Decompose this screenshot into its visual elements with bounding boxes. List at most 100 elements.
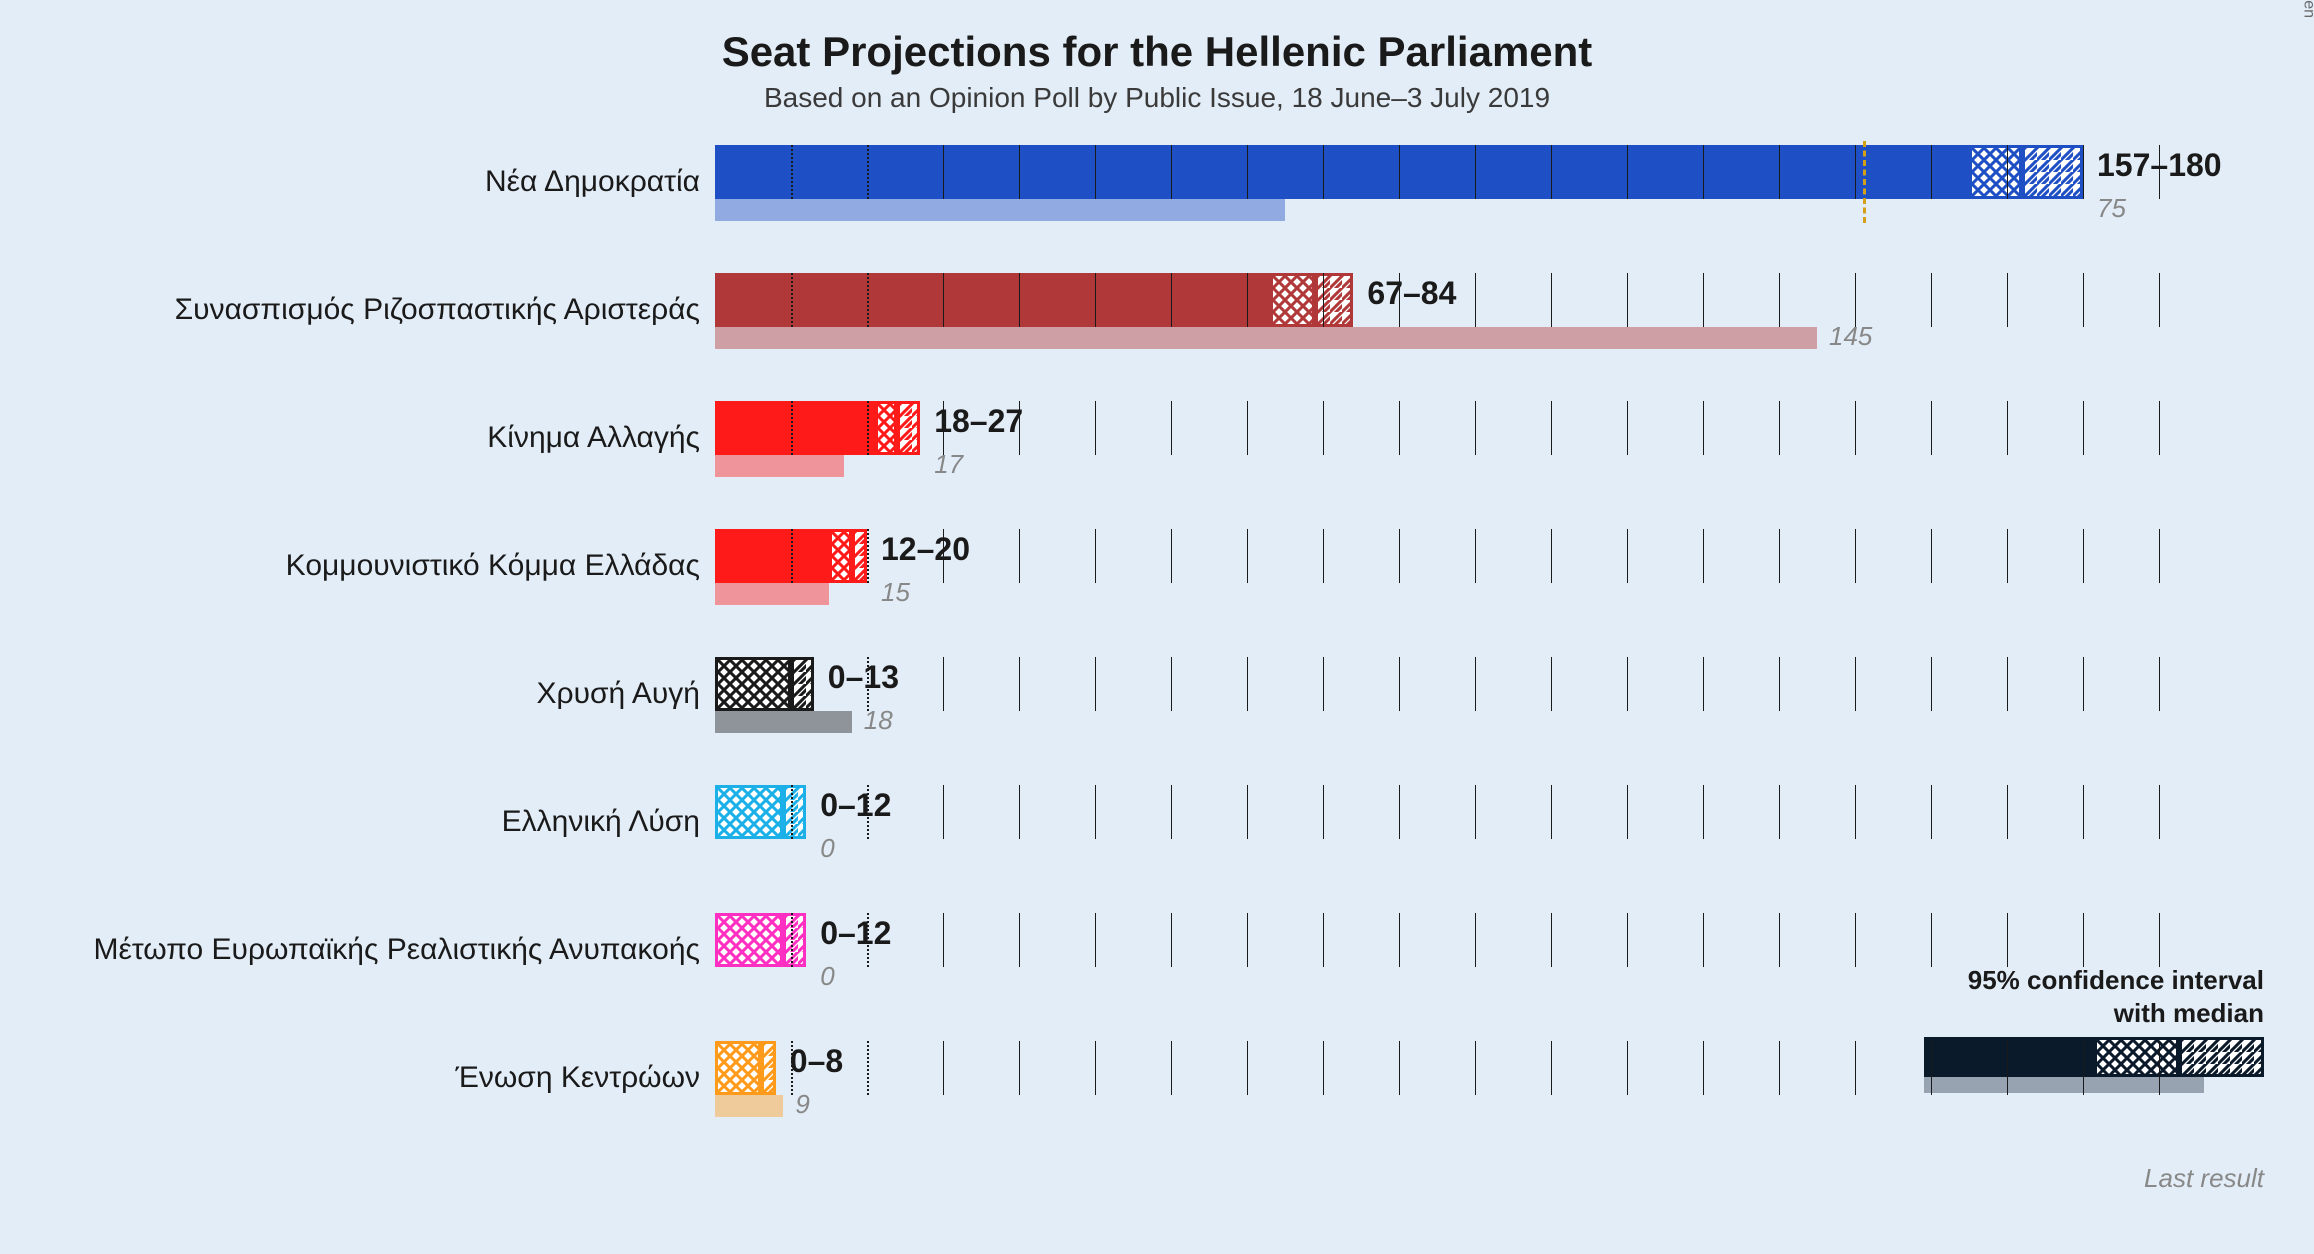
gridline xyxy=(2159,913,2160,967)
gridline xyxy=(1627,401,1628,455)
last-result-label: 75 xyxy=(2097,193,2126,224)
gridline xyxy=(1703,657,1704,711)
gridline xyxy=(1931,1041,1932,1095)
gridline xyxy=(1551,145,1552,199)
bar-last-result xyxy=(715,1095,783,1117)
gridline xyxy=(1551,273,1552,327)
gridline xyxy=(1019,145,1020,199)
gridline xyxy=(1855,273,1856,327)
last-result-label: 9 xyxy=(795,1089,809,1120)
gridline xyxy=(867,401,869,455)
gridline xyxy=(1703,529,1704,583)
gridline xyxy=(1019,401,1020,455)
gridline xyxy=(867,273,869,327)
legend-bar-high xyxy=(2179,1037,2264,1077)
gridline xyxy=(1627,529,1628,583)
party-label: Κίνημα Αλλαγής xyxy=(487,421,700,455)
gridline xyxy=(2007,785,2008,839)
gridline xyxy=(1627,785,1628,839)
gridline xyxy=(1779,273,1780,327)
gridline xyxy=(1171,529,1172,583)
gridline xyxy=(1703,273,1704,327)
legend-last-label: Last result xyxy=(1924,1163,2264,1194)
gridline xyxy=(1095,1041,1096,1095)
gridline xyxy=(1399,913,1400,967)
gridline xyxy=(943,145,944,199)
gridline xyxy=(1019,657,1020,711)
gridline xyxy=(867,785,869,839)
gridline xyxy=(1247,913,1248,967)
gridline xyxy=(1399,1041,1400,1095)
gridline xyxy=(1627,913,1628,967)
gridline xyxy=(1551,529,1552,583)
gridline xyxy=(1703,785,1704,839)
gridline xyxy=(1095,785,1096,839)
gridline xyxy=(943,273,944,327)
chart-title: Seat Projections for the Hellenic Parlia… xyxy=(0,0,2314,76)
gridline xyxy=(1019,529,1020,583)
gridline xyxy=(1399,145,1400,199)
gridline xyxy=(1323,401,1324,455)
gridline xyxy=(1171,913,1172,967)
range-label: 0–8 xyxy=(790,1043,843,1080)
gridline xyxy=(1779,1041,1780,1095)
gridline xyxy=(2007,529,2008,583)
gridline xyxy=(2159,785,2160,839)
gridline xyxy=(1931,785,1932,839)
party-row: Χρυσή Αυγή0–1318 xyxy=(0,647,2314,767)
gridline xyxy=(2083,785,2084,839)
gridline xyxy=(1779,785,1780,839)
bar-median xyxy=(715,401,875,455)
gridline xyxy=(791,785,793,839)
gridline xyxy=(943,529,944,583)
gridline xyxy=(1399,785,1400,839)
gridline xyxy=(2083,1041,2084,1095)
gridline xyxy=(1247,529,1248,583)
gridline xyxy=(791,529,793,583)
gridline xyxy=(943,401,944,455)
gridline xyxy=(1475,785,1476,839)
bar-last-result xyxy=(715,455,844,477)
gridline xyxy=(1931,273,1932,327)
gridline xyxy=(1171,785,1172,839)
gridline xyxy=(1855,785,1856,839)
gridline xyxy=(1019,785,1020,839)
gridline xyxy=(1247,401,1248,455)
gridline xyxy=(1171,657,1172,711)
gridline xyxy=(1779,145,1780,199)
legend-bar-median xyxy=(1924,1037,2094,1077)
gridline xyxy=(1019,913,1020,967)
gridline xyxy=(1171,145,1172,199)
gridline xyxy=(1855,401,1856,455)
gridline xyxy=(791,273,793,327)
bar-q3 xyxy=(715,657,791,711)
gridline xyxy=(2083,273,2084,327)
gridline xyxy=(2083,145,2084,199)
gridline xyxy=(1475,1041,1476,1095)
gridline xyxy=(1095,401,1096,455)
legend-bar-last xyxy=(1924,1077,2204,1093)
bar-last-result xyxy=(715,711,852,733)
gridline xyxy=(867,913,869,967)
bar-high xyxy=(783,785,806,839)
gridline xyxy=(1475,273,1476,327)
last-result-label: 0 xyxy=(820,961,834,992)
gridline xyxy=(1855,913,1856,967)
gridline xyxy=(1475,145,1476,199)
gridline xyxy=(943,657,944,711)
gridline xyxy=(2007,913,2008,967)
bar-q3 xyxy=(715,913,783,967)
bar-q3 xyxy=(1270,273,1316,327)
last-result-label: 145 xyxy=(1829,321,1872,352)
gridline xyxy=(791,145,793,199)
gridline xyxy=(2007,401,2008,455)
gridline xyxy=(2159,401,2160,455)
gridline xyxy=(1247,273,1248,327)
gridline xyxy=(1779,529,1780,583)
range-label: 0–13 xyxy=(828,659,899,696)
gridline xyxy=(1855,529,1856,583)
gridline xyxy=(1323,145,1324,199)
gridline xyxy=(1703,145,1704,199)
legend-bar-q3 xyxy=(2094,1037,2179,1077)
gridline xyxy=(1703,913,1704,967)
